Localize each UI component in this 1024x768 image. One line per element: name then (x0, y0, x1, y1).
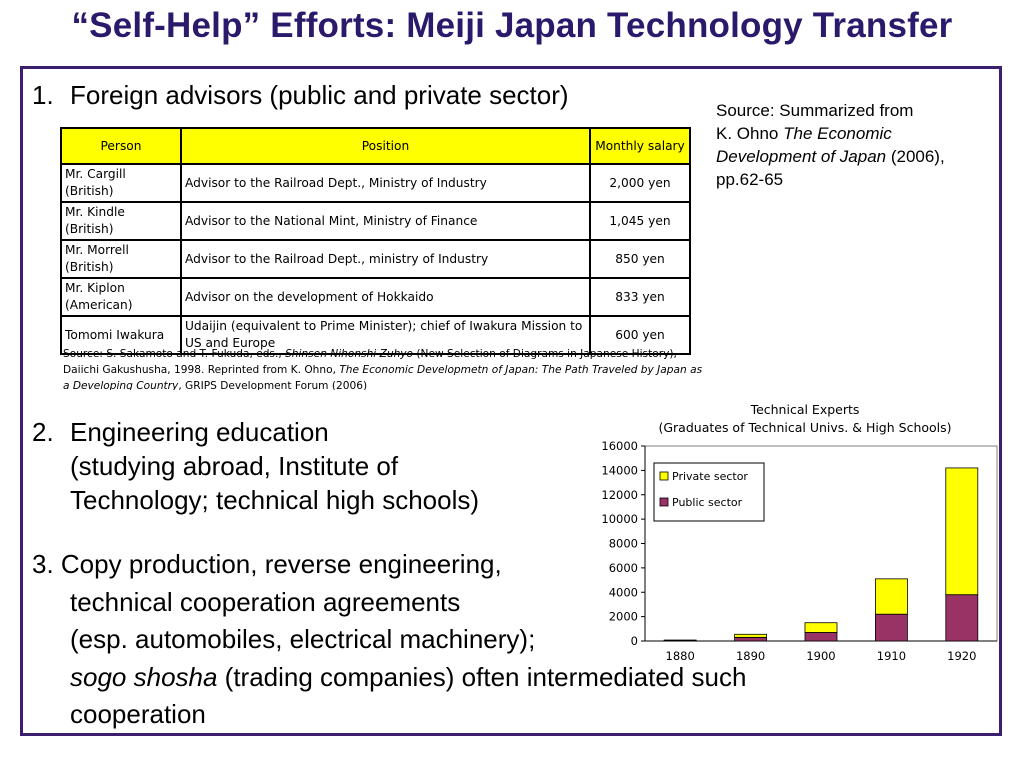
cell-position: Advisor to the Railroad Dept., ministry … (180, 239, 591, 279)
table-source-part2: (New Selection of Diagrams in Japanese H… (63, 348, 677, 376)
x-tick-label: 1920 (947, 649, 976, 663)
cell-position: Udaijin (equivalent to Prime Minister); … (180, 315, 591, 355)
y-tick-label: 16000 (601, 439, 638, 453)
table-row: Mr. Morrell (British) Advisor to the Rai… (60, 239, 691, 279)
legend-swatch (659, 471, 669, 481)
source-book-title-part2: Development of Japan (716, 147, 887, 166)
table-source-title2: The Economic Developmetn of Japan: The P… (63, 364, 703, 390)
header-position: Position (180, 127, 591, 165)
source-line-4: pp.62-65 (716, 170, 784, 189)
legend-swatch (659, 497, 669, 507)
cell-person: Mr. Morrell (British) (60, 239, 182, 279)
item-2-line-3: Technology; technical high schools) (70, 485, 480, 515)
cell-salary: 850 yen (589, 239, 691, 279)
item-1: 1. Foreign advisors (public and private s… (32, 78, 569, 112)
x-tick-label: 1880 (666, 649, 695, 663)
cell-salary: 600 yen (589, 315, 691, 355)
bar-public-sector-1920 (945, 594, 979, 642)
source-book-title-part1: The Economic (783, 124, 892, 143)
item-2-line-1: Engineering education (70, 417, 329, 447)
table-row: Tomomi Iwakura Udaijin (equivalent to Pr… (60, 315, 691, 355)
source-line-3: Development of Japan (2006), (716, 145, 945, 168)
source-year: (2006), (886, 147, 945, 166)
source-note: Source: Summarized from K. Ohno The Econ… (716, 99, 945, 191)
cell-person: Tomomi Iwakura (60, 315, 182, 355)
technical-experts-chart: 0 2000 4000 6000 8000 10000 12000 14000 16000 188… (601, 439, 998, 663)
table-source-note: Source: S. Sakamoto and T. Fukuda, eds.,… (63, 346, 703, 390)
content-frame (20, 66, 1002, 736)
x-tick-label: 1900 (806, 649, 835, 663)
x-tick-label: 1890 (736, 649, 765, 663)
header-salary: Monthly salary (589, 127, 691, 165)
chart-title: Technical Experts (750, 402, 860, 417)
item-3-line-4-rest: (trading companies) often intermediated … (217, 661, 747, 692)
table-source-part1: Source: S. Sakamoto and T. Fukuda, eds., (63, 348, 286, 360)
y-tick-label: 12000 (601, 488, 638, 502)
x-tick-label: 1910 (877, 649, 906, 663)
item-3-line-2: technical cooperation agreements (70, 586, 461, 617)
cell-position: Advisor to the National Mint, Ministry o… (180, 201, 591, 241)
item-3-line-3: (esp. automobiles, electrical machinery)… (70, 624, 536, 654)
y-tick-label: 10000 (601, 512, 638, 526)
table-row: Mr. Kiplon (American) Advisor on the dev… (60, 277, 691, 317)
table-header-row: Person Position Monthly salary (60, 127, 691, 165)
legend-label: Public sector (672, 496, 743, 509)
advisors-table: Person Position Monthly salary Mr. Cargi… (60, 127, 691, 355)
y-tick-label: 0 (631, 634, 638, 648)
table-row: Mr. Kindle (British) Advisor to the Nati… (60, 201, 691, 241)
source-line-1: Source: Summarized from (716, 101, 914, 120)
cell-position: Advisor to the Railroad Dept., Ministry … (180, 163, 591, 203)
table-source-part3: , GRIPS Development Forum (2006) (178, 380, 368, 390)
item-3-sogo-shosha: sogo shosha (70, 661, 218, 692)
item-1-number: 1. (32, 80, 54, 110)
legend-box (653, 462, 765, 522)
slide-title: “Self-Help” Efforts: Meiji Japan Technol… (71, 6, 953, 45)
cell-salary: 2,000 yen (589, 163, 691, 203)
chart-subtitle: (Graduates of Technical Univs. & High Sc… (658, 420, 952, 435)
cell-person: Mr. Kiplon (American) (60, 277, 182, 317)
cell-person: Mr. Kindle (British) (60, 201, 182, 241)
bar-public-sector-1910 (874, 613, 908, 642)
legend-label: Private sector (672, 470, 748, 483)
cell-salary: 1,045 yen (589, 201, 691, 241)
y-tick-label: 6000 (609, 561, 638, 575)
bar-private-sector-1920 (945, 467, 979, 596)
item-3-line-1: 3. Copy production, reverse engineering, (32, 549, 502, 579)
header-person: Person (60, 127, 182, 165)
cell-salary: 833 yen (589, 277, 691, 317)
item-3: 3. Copy production, reverse engineering,… (32, 546, 746, 734)
bar-private-sector-1880 (663, 639, 697, 641)
cell-person: Mr. Cargill (British) (60, 163, 182, 203)
bar-public-sector-1900 (804, 632, 838, 642)
bar-private-sector-1890 (734, 633, 768, 638)
item-3-line-5: cooperation (70, 699, 206, 729)
item-3-line-4: sogo shosha (trading companies) often in… (32, 659, 746, 697)
table-source-title1: Shinsen Nihonshi Zuhyo (285, 348, 414, 360)
bar-private-sector-1910 (874, 578, 908, 615)
source-author: K. Ohno (716, 124, 784, 143)
cell-position: Advisor on the development of Hokkaido (180, 277, 591, 317)
bar-private-sector-1900 (804, 622, 838, 633)
item-2: 2. Engineering education (studying abroad… (32, 415, 479, 517)
item-2-line-2: (studying abroad, Institute of (70, 451, 399, 481)
item-2-number: 2. (32, 417, 54, 447)
y-tick-label: 8000 (609, 537, 638, 551)
chart-title-block: Technical Experts (Graduates of Technica… (640, 401, 970, 437)
source-line-2: K. Ohno The Economic (716, 122, 945, 145)
y-tick-label: 14000 (601, 463, 638, 477)
y-tick-label: 2000 (609, 610, 638, 624)
y-tick-label: 4000 (609, 585, 638, 599)
table-row: Mr. Cargill (British) Advisor to the Rai… (60, 163, 691, 203)
item-1-text: Foreign advisors (public and private sec… (70, 80, 569, 110)
